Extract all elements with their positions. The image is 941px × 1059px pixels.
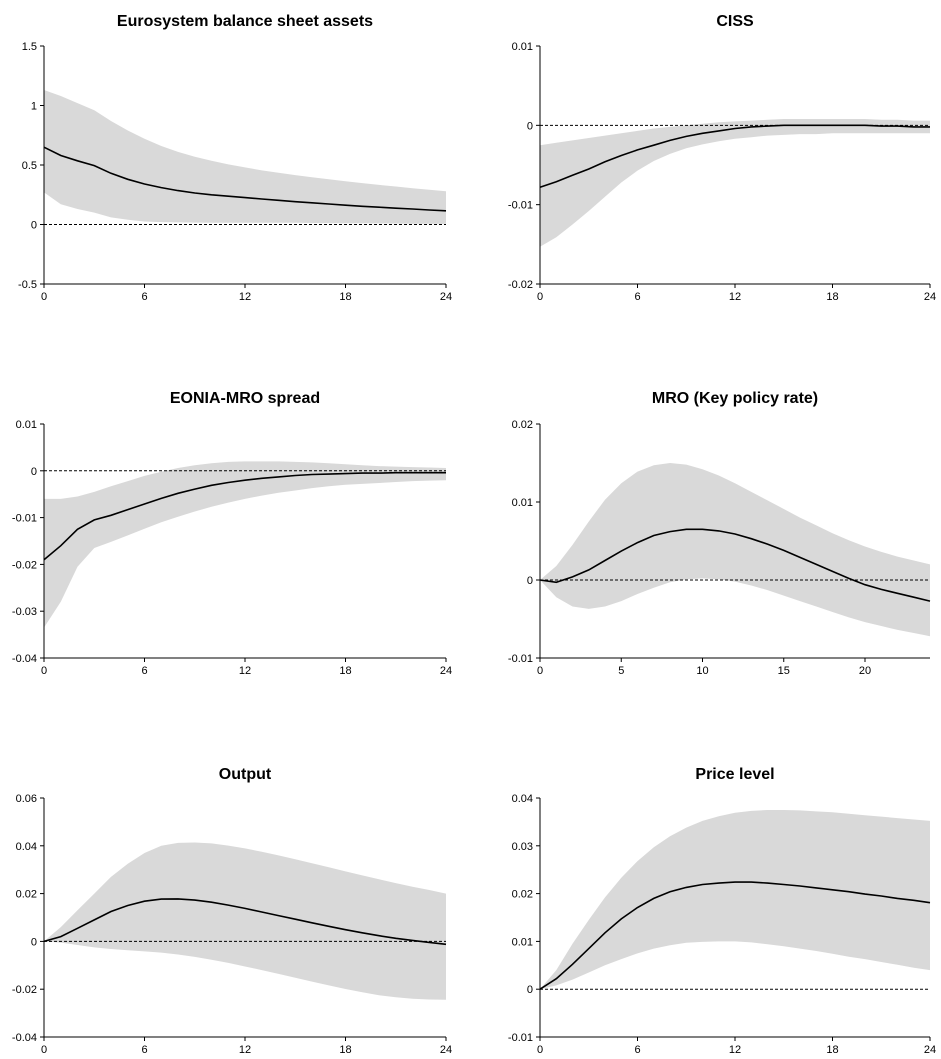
x-tick-label: 0: [41, 1044, 47, 1056]
y-tick-label: -0.5: [18, 279, 37, 291]
y-tick-label: 0.01: [16, 419, 37, 431]
confidence-band: [44, 842, 446, 1000]
y-tick-label: -0.04: [12, 653, 37, 665]
x-tick-label: 18: [339, 291, 351, 303]
x-tick-label: 18: [339, 1044, 351, 1056]
panel-title: Price level: [695, 766, 774, 783]
confidence-band: [44, 461, 446, 628]
y-tick-label: 0.01: [512, 497, 533, 509]
x-tick-label: 12: [239, 291, 251, 303]
y-tick-label: 0.02: [512, 419, 533, 431]
y-tick-label: -0.04: [12, 1032, 37, 1044]
x-tick-label: 18: [826, 1044, 838, 1056]
y-tick-label: -0.01: [508, 653, 533, 665]
y-tick-label: 0.02: [512, 889, 533, 901]
panel-title: MRO (Key policy rate): [652, 390, 818, 407]
x-tick-label: 24: [440, 665, 452, 677]
x-tick-label: 12: [239, 1044, 251, 1056]
x-tick-label: 24: [440, 291, 452, 303]
median-response-line: [539, 528, 931, 602]
x-tick-label: 6: [634, 291, 640, 303]
x-tick-label: 6: [634, 1044, 640, 1056]
confidence-band: [540, 463, 930, 637]
x-tick-label: 0: [41, 291, 47, 303]
y-tick-label: 0.03: [512, 841, 533, 853]
y-tick-label: 0.04: [512, 793, 533, 805]
panel-eurosystem-assets: -0.5 0 0.5 1 1.5 0 6 12 18 24 Eurosystem balance s…: [18, 13, 452, 303]
median-response-line: [43, 471, 446, 561]
y-tick-label: 0.06: [16, 793, 37, 805]
y-tick-label: 0: [31, 220, 37, 232]
x-tick-label: 20: [859, 665, 871, 677]
y-tick-label: -0.01: [508, 200, 533, 212]
panel-output: -0.04 -0.02 0 0.02 0.04 0.06 0 6 12 18 24 Output: [12, 766, 452, 1056]
median-response-line: [43, 146, 447, 212]
x-tick-label: 18: [826, 291, 838, 303]
y-tick-label: 0: [527, 984, 533, 996]
x-tick-label: 0: [41, 665, 47, 677]
x-tick-label: 10: [696, 665, 708, 677]
y-tick-label: 0.01: [512, 41, 533, 53]
x-tick-label: 24: [924, 291, 936, 303]
panel-price-level: -0.01 0 0.01 0.02 0.03 0.04 0 6 12 18 24 Price leve…: [508, 766, 936, 1056]
x-tick-label: 18: [339, 665, 351, 677]
x-tick-label: 0: [537, 1044, 543, 1056]
y-tick-label: 0: [527, 120, 533, 132]
y-tick-label: -0.02: [12, 984, 37, 996]
y-tick-label: 0: [31, 466, 37, 478]
y-tick-label: 1.5: [22, 41, 37, 53]
confidence-band: [540, 810, 930, 990]
x-tick-label: 6: [141, 1044, 147, 1056]
y-tick-label: -0.02: [508, 279, 533, 291]
panel-title: Output: [219, 766, 272, 783]
median-response-line: [539, 881, 931, 990]
panel-eonia-mro-spread: -0.04 -0.03 -0.02 -0.01 0 0.01 0 6 12 18 24 EONIA-M…: [12, 390, 452, 677]
panel-ciss: -0.02 -0.01 0 0.01 0 6 12 18 24 CISS: [508, 13, 936, 303]
x-tick-label: 12: [239, 665, 251, 677]
y-tick-label: 0.01: [512, 936, 533, 948]
median-response-line: [43, 898, 447, 946]
x-tick-label: 6: [141, 665, 147, 677]
x-tick-label: 0: [537, 291, 543, 303]
y-tick-label: -0.03: [12, 606, 37, 618]
y-tick-label: 0: [527, 575, 533, 587]
y-tick-label: -0.01: [508, 1032, 533, 1044]
x-tick-label: 6: [141, 291, 147, 303]
panel-title: CISS: [716, 13, 754, 30]
y-tick-label: 0: [31, 936, 37, 948]
y-tick-label: 0.02: [16, 889, 37, 901]
y-tick-label: 1: [31, 101, 37, 113]
panel-title: EONIA-MRO spread: [170, 390, 320, 407]
y-tick-label: 0.5: [22, 160, 37, 172]
y-tick-label: -0.02: [12, 559, 37, 571]
x-tick-label: 24: [924, 1044, 936, 1056]
confidence-band: [540, 119, 930, 247]
y-tick-label: 0.04: [16, 841, 37, 853]
x-tick-label: 12: [729, 1044, 741, 1056]
x-tick-label: 15: [778, 665, 790, 677]
median-response-line: [539, 124, 930, 188]
panel-mro-rate: -0.01 0 0.01 0.02 0 5 10 15 20 MRO (Key policy ra…: [508, 390, 931, 677]
y-tick-label: -0.01: [12, 513, 37, 525]
panel-title: Eurosystem balance sheet assets: [117, 13, 373, 30]
x-tick-label: 0: [537, 665, 543, 677]
x-tick-label: 5: [618, 665, 624, 677]
x-tick-label: 24: [440, 1044, 452, 1056]
x-tick-label: 12: [729, 291, 741, 303]
confidence-band: [44, 90, 446, 224]
